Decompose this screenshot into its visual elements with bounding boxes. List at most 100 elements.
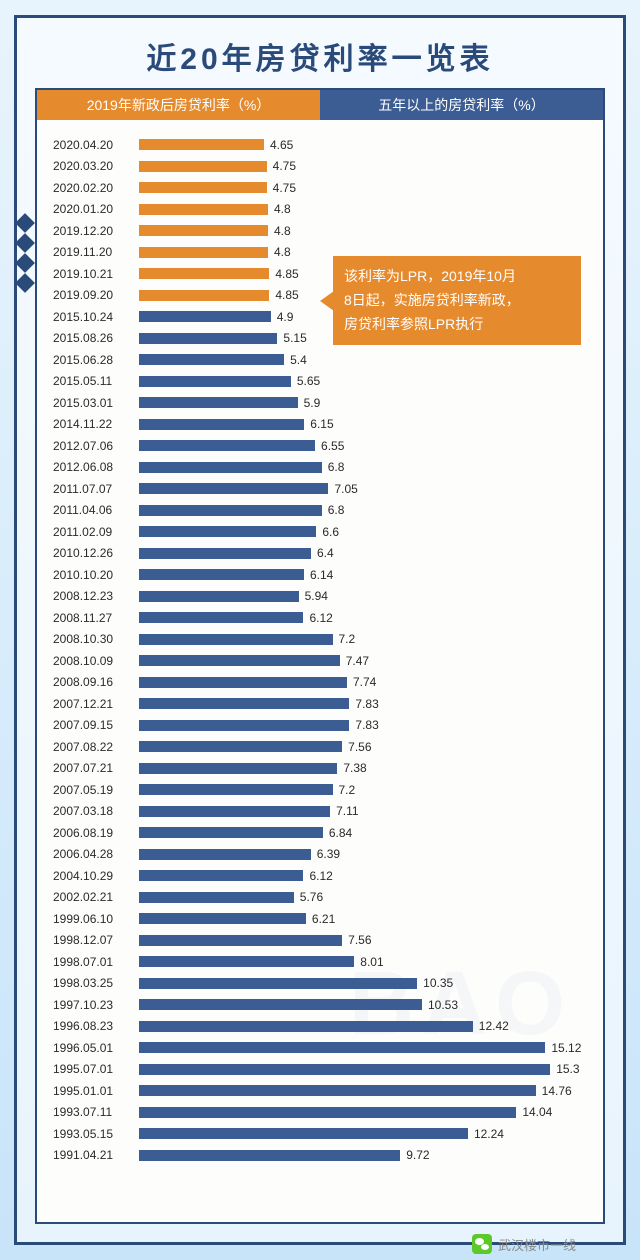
row-value: 6.21 <box>312 912 335 926</box>
chart-row: 2020.02.20 4.75 <box>53 177 587 199</box>
bar <box>139 720 349 731</box>
row-date: 2020.01.20 <box>53 202 139 216</box>
chart-row: 2007.05.19 7.2 <box>53 779 587 801</box>
bar <box>139 849 311 860</box>
row-value: 5.76 <box>300 890 323 904</box>
row-value: 6.12 <box>309 611 332 625</box>
row-date: 2012.06.08 <box>53 460 139 474</box>
chart-row: 2019.11.20 4.8 <box>53 242 587 264</box>
bar-wrap: 14.04 <box>139 1107 587 1118</box>
bar-wrap: 4.9 <box>139 311 587 322</box>
bar-wrap: 7.47 <box>139 655 587 666</box>
row-value: 6.4 <box>317 546 334 560</box>
bar <box>139 526 316 537</box>
row-date: 2019.10.21 <box>53 267 139 281</box>
bar <box>139 462 322 473</box>
bar-wrap: 5.15 <box>139 333 587 344</box>
chart-row: 2008.12.235.94 <box>53 586 587 608</box>
row-value: 14.76 <box>542 1084 572 1098</box>
bar <box>139 1107 516 1118</box>
bar <box>139 956 354 967</box>
row-date: 2019.11.20 <box>53 245 139 259</box>
bar <box>139 247 268 258</box>
bar-wrap: 5.65 <box>139 376 587 387</box>
bar-wrap: 15.3 <box>139 1064 587 1075</box>
bar <box>139 440 315 451</box>
row-value: 5.15 <box>283 331 306 345</box>
row-date: 1996.08.23 <box>53 1019 139 1033</box>
row-value: 6.15 <box>310 417 333 431</box>
row-value: 4.75 <box>273 181 296 195</box>
chart-row: 2008.10.307.2 <box>53 629 587 651</box>
chart-row: 2019.12.204.8 <box>53 220 587 242</box>
bar-wrap: 12.24 <box>139 1128 587 1139</box>
row-value: 6.14 <box>310 568 333 582</box>
row-date: 2020.03.20 <box>53 159 139 173</box>
chart-row: 2007.09.157.83 <box>53 715 587 737</box>
row-value: 4.85 <box>275 288 298 302</box>
row-value: 4.8 <box>274 245 291 259</box>
row-date: 2011.02.09 <box>53 525 139 539</box>
row-date: 2015.05.11 <box>53 374 139 388</box>
row-value: 5.9 <box>304 396 321 410</box>
bar-wrap: 5.76 <box>139 892 587 903</box>
row-date: 1999.06.10 <box>53 912 139 926</box>
bar <box>139 1021 473 1032</box>
chart-row: 2011.07.077.05 <box>53 478 587 500</box>
row-date: 1995.07.01 <box>53 1062 139 1076</box>
bar-wrap: 7.38 <box>139 763 587 774</box>
row-date: 2020.02.20 <box>53 181 139 195</box>
bar-wrap: 4.8 <box>139 204 587 215</box>
row-value: 7.47 <box>346 654 369 668</box>
bar-wrap: 5.94 <box>139 591 587 602</box>
row-value: 10.53 <box>428 998 458 1012</box>
chart-area: BAO 该利率为LPR，2019年10月 8日起，实施房贷利率新政， 房贷利率参… <box>37 120 603 1176</box>
bar <box>139 419 304 430</box>
bar <box>139 1128 468 1139</box>
chart-row: 2008.09.167.74 <box>53 672 587 694</box>
bar-wrap: 7.11 <box>139 806 587 817</box>
bar <box>139 483 328 494</box>
bar <box>139 204 268 215</box>
bar-wrap: 4.75 <box>139 161 587 172</box>
row-date: 2015.08.26 <box>53 331 139 345</box>
bar-wrap: 7.74 <box>139 677 587 688</box>
row-date: 1993.07.11 <box>53 1105 139 1119</box>
row-date: 2008.10.09 <box>53 654 139 668</box>
chart-row: 2015.05.115.65 <box>53 371 587 393</box>
bar <box>139 1064 550 1075</box>
chart-row: 2015.08.26 5.15 <box>53 328 587 350</box>
row-date: 2007.05.19 <box>53 783 139 797</box>
row-value: 15.12 <box>551 1041 581 1055</box>
row-value: 7.2 <box>339 783 356 797</box>
bar <box>139 999 422 1010</box>
bar <box>139 784 333 795</box>
bar-wrap: 9.72 <box>139 1150 587 1161</box>
bar-wrap: 7.2 <box>139 634 587 645</box>
bar <box>139 591 299 602</box>
footer-source: 武汉楼市一线 <box>472 1234 576 1254</box>
bar-wrap: 7.83 <box>139 720 587 731</box>
row-value: 7.56 <box>348 740 371 754</box>
row-date: 2015.03.01 <box>53 396 139 410</box>
row-value: 7.56 <box>348 933 371 947</box>
row-value: 6.39 <box>317 847 340 861</box>
chart-row: 2008.10.09 7.47 <box>53 650 587 672</box>
bar-wrap: 6.84 <box>139 827 587 838</box>
bar-wrap: 8.01 <box>139 956 587 967</box>
row-date: 2015.06.28 <box>53 353 139 367</box>
row-value: 15.3 <box>556 1062 579 1076</box>
row-date: 1998.03.25 <box>53 976 139 990</box>
row-value: 12.42 <box>479 1019 509 1033</box>
footer-source-text: 武汉楼市一线 <box>498 1235 576 1254</box>
row-date: 2007.07.21 <box>53 761 139 775</box>
bar <box>139 376 291 387</box>
row-value: 7.38 <box>343 761 366 775</box>
row-value: 4.8 <box>274 224 291 238</box>
wechat-icon <box>472 1234 492 1254</box>
row-value: 6.55 <box>321 439 344 453</box>
chart-row: 2007.03.187.11 <box>53 801 587 823</box>
chart-row: 2010.10.206.14 <box>53 564 587 586</box>
row-value: 7.83 <box>355 697 378 711</box>
bar <box>139 892 294 903</box>
